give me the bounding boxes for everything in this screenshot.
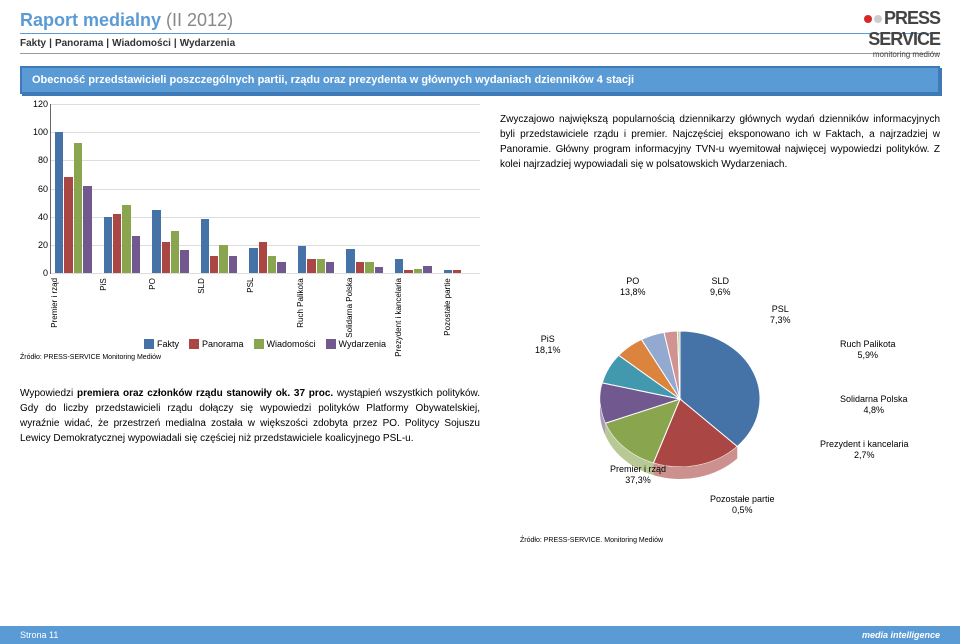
pie-label: Pozostałe partie0,5% [710, 494, 775, 516]
footer: Strona 11 media intelligence [0, 626, 960, 644]
bar [104, 217, 112, 273]
right-paragraph: Zwyczajowo największą popularnością dzie… [500, 112, 940, 172]
logo-tagline: monitoring mediów [864, 50, 940, 59]
y-tick: 120 [26, 99, 48, 109]
y-tick: 80 [26, 155, 48, 165]
bar [444, 270, 452, 273]
legend-label: Wiadomości [267, 339, 316, 349]
bar [414, 269, 422, 273]
footer-brand: media intelligence [862, 630, 940, 640]
logo-brand-1: PRESS [884, 8, 940, 28]
pie-label: PO13,8% [620, 276, 646, 298]
y-tick: 100 [26, 127, 48, 137]
bar [259, 242, 267, 273]
bar [395, 259, 403, 273]
y-tick: 60 [26, 184, 48, 194]
logo: PRESSSERVICE monitoring mediów [864, 8, 940, 59]
bar [171, 231, 179, 273]
pie-label: Ruch Palikota5,9% [840, 339, 896, 361]
bar [365, 262, 373, 273]
legend-label: Wydarzenia [339, 339, 386, 349]
bar [356, 262, 364, 273]
pie-label: PiS18,1% [535, 334, 561, 356]
pie-source: Źródło: PRESS-SERVICE. Monitoring Mediów [520, 537, 663, 544]
bar [201, 219, 209, 273]
tab-item: Fakty [20, 38, 46, 49]
pie-label: Prezydent i kancelaria2,7% [820, 439, 909, 461]
bar [219, 245, 227, 273]
bar-chart: 020406080100120 Premier i rządPiSPOSLDPS… [20, 104, 480, 334]
tabs-row: Fakty|Panorama|Wiadomości|Wydarzenia [20, 38, 940, 49]
bar [268, 256, 276, 273]
bar [423, 266, 431, 273]
legend-label: Panorama [202, 339, 244, 349]
bar [122, 205, 130, 273]
page-number: Strona 11 [20, 630, 58, 640]
bar [162, 242, 170, 273]
y-tick: 40 [26, 212, 48, 222]
y-tick: 20 [26, 240, 48, 250]
pie-label: SLD9,6% [710, 276, 731, 298]
bar [307, 259, 315, 273]
bar [229, 256, 237, 273]
pie-label: Premier i rząd37,3% [610, 464, 666, 486]
bar [113, 214, 121, 273]
pie-label: Solidarna Polska4,8% [840, 394, 908, 416]
pie-chart: Premier i rząd37,3%PiS18,1%PO13,8%SLD9,6… [520, 284, 940, 534]
tab-item: Panorama [55, 38, 103, 49]
tab-item: Wydarzenia [180, 38, 235, 49]
bar [132, 236, 140, 273]
bar [55, 132, 63, 273]
legend-label: Fakty [157, 339, 179, 349]
section-title: Obecność przedstawicieli poszczególnych … [20, 66, 940, 94]
logo-brand-2: SERVICE [868, 29, 940, 49]
pie-label: PSL7,3% [770, 304, 791, 326]
bar [326, 262, 334, 273]
bar [64, 177, 72, 273]
bar [404, 270, 412, 273]
bar [180, 250, 188, 273]
bar [317, 259, 325, 273]
bar [298, 246, 306, 273]
bar [346, 249, 354, 273]
bar [83, 186, 91, 273]
bar [453, 270, 461, 273]
bar [152, 210, 160, 273]
report-title: Raport medialny [20, 10, 161, 30]
bar [249, 248, 257, 273]
bar [277, 262, 285, 273]
left-paragraph: Wypowiedzi premiera oraz członków rządu … [20, 386, 480, 446]
report-subtitle: (II 2012) [166, 10, 233, 30]
bar [74, 143, 82, 273]
bar [375, 267, 383, 273]
tab-item: Wiadomości [112, 38, 171, 49]
y-tick: 0 [26, 268, 48, 278]
bar [210, 256, 218, 273]
